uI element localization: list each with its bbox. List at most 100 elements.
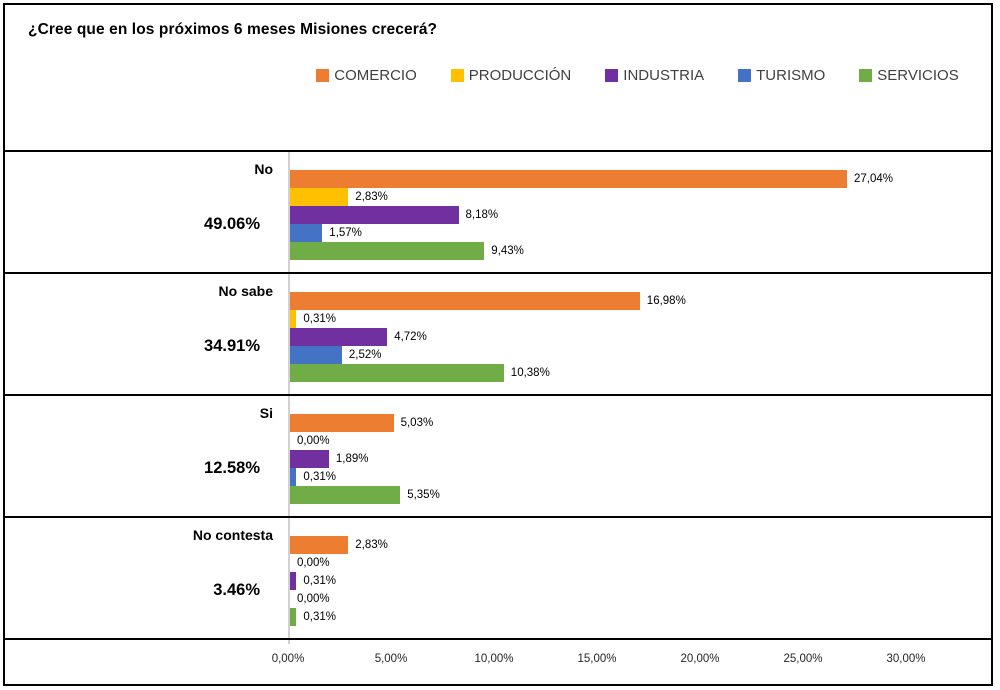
chart-frame: ¿Cree que en los próximos 6 meses Mision… [3, 3, 993, 686]
bar-value-label: 27,04% [854, 173, 894, 185]
bar-row: 1,89% [290, 450, 991, 468]
legend-item: COMERCIO [316, 67, 417, 84]
category-row: Si 12.58% 5,03% 0,00% 1,89% 0,31% 5,35% [5, 394, 991, 516]
bar-value-label: 2,83% [355, 539, 388, 551]
category-total-label: 34.91% [204, 337, 260, 355]
bar-turismo [290, 346, 342, 364]
chart-title: ¿Cree que en los próximos 6 meses Mision… [28, 21, 438, 38]
bar-value-label: 1,89% [335, 453, 369, 465]
chart-header: ¿Cree que en los próximos 6 meses Mision… [5, 5, 991, 150]
category-labels: No 49.06% [5, 152, 288, 272]
category-total-label: 12.58% [204, 459, 260, 477]
bar-industria [290, 572, 297, 590]
bar-value-label: 0,31% [303, 611, 336, 623]
category-total-wrap: 3.46% [5, 543, 288, 638]
legend-label: PRODUCCIÓN [468, 67, 572, 84]
bar-value-label: 0,31% [303, 471, 336, 483]
bar-industria [290, 206, 459, 224]
bar-row: 2,83% [290, 536, 991, 554]
bar-row: 9,43% [290, 242, 991, 260]
bar-row: 2,52% [290, 346, 991, 364]
legend-item: INDUSTRIA [605, 67, 704, 84]
bar-value-label: 0,00% [297, 557, 330, 569]
bar-row: 5,35% [290, 486, 991, 504]
legend-item: PRODUCCIÓN [450, 67, 572, 84]
category-label: No [254, 161, 273, 177]
category-total-label: 3.46% [213, 581, 260, 599]
x-axis-tick-label: 15,00% [577, 653, 617, 665]
plot-area: 27,04% 2,83% 8,18% 1,57% 9,43% [288, 152, 991, 272]
bar-comercio [290, 536, 349, 554]
bar-turismo [290, 468, 297, 486]
bar-comercio [290, 292, 640, 310]
bar-value-label: 0,31% [303, 313, 336, 325]
bar-row: 4,72% [290, 328, 991, 346]
legend-swatch-servicios [859, 69, 873, 82]
bar-row: 0,00% [290, 590, 991, 608]
bar-value-label: 1,57% [329, 227, 362, 239]
x-axis-tick-label: 20,00% [680, 653, 720, 665]
bar-comercio [290, 170, 847, 188]
x-axis-tick-label: 25,00% [783, 653, 823, 665]
legend-swatch-comercio [316, 69, 330, 82]
bar-turismo [290, 224, 323, 242]
bar-comercio [290, 414, 394, 432]
category-label: No sabe [218, 283, 273, 299]
bar-row: 0,31% [290, 310, 991, 328]
legend-label: COMERCIO [334, 67, 417, 84]
bar-row: 0,31% [290, 608, 991, 626]
bar-row: 0,00% [290, 432, 991, 450]
bar-producción [290, 310, 297, 328]
category-label: Si [259, 405, 273, 421]
bar-row: 1,57% [290, 224, 991, 242]
legend-label: INDUSTRIA [623, 67, 705, 84]
legend-swatch-industria [605, 69, 619, 82]
bar-value-label: 4,72% [394, 331, 427, 343]
bar-servicios [290, 364, 504, 382]
bar-industria [290, 328, 388, 346]
category-row: No 49.06% 27,04% 2,83% 8,18% 1,57% 9,43% [5, 150, 991, 272]
bar-servicios [290, 242, 485, 260]
category-total-wrap: 49.06% [5, 177, 288, 272]
legend-swatch-turismo [738, 69, 752, 82]
category-labels: No sabe 34.91% [5, 274, 288, 394]
plot-area: 2,83% 0,00% 0,31% 0,00% 0,31% [288, 518, 991, 638]
bar-row: 27,04% [290, 170, 991, 188]
x-axis-tick-label: 0,00% [271, 653, 305, 665]
bar-value-label: 0,31% [303, 575, 336, 587]
x-axis-tick-label: 5,00% [374, 653, 408, 665]
legend-item: SERVICIOS [859, 67, 959, 84]
category-labels: Si 12.58% [5, 396, 288, 516]
plot-area: 5,03% 0,00% 1,89% 0,31% 5,35% [288, 396, 991, 516]
bar-row: 8,18% [290, 206, 991, 224]
bar-value-label: 16,98% [646, 295, 686, 307]
category-total-label: 49.06% [204, 215, 260, 233]
category-total-wrap: 12.58% [5, 421, 288, 516]
bar-value-label: 0,00% [297, 593, 330, 605]
legend-swatch-producción [450, 69, 464, 82]
bar-row: 0,00% [290, 554, 991, 572]
category-total-wrap: 34.91% [5, 299, 288, 394]
bar-value-label: 5,35% [407, 489, 440, 501]
x-axis-tick-label: 30,00% [886, 653, 926, 665]
x-axis-tick-label: 10,00% [474, 653, 514, 665]
bar-industria [290, 450, 329, 468]
bar-row: 0,31% [290, 572, 991, 590]
category-row: No contesta 3.46% 2,83% 0,00% 0,31% 0,00% 0,31… [5, 516, 991, 638]
bar-producción [290, 188, 349, 206]
bar-row: 2,83% [290, 188, 991, 206]
bar-row: 5,03% [290, 414, 991, 432]
legend-item: TURISMO [738, 67, 825, 84]
chart-legend: COMERCIO PRODUCCIÓN INDUSTRIA TURISMO SERVIC… [288, 67, 987, 84]
category-labels: No contesta 3.46% [5, 518, 288, 638]
bar-value-label: 10,38% [510, 367, 550, 379]
bar-value-label: 2,52% [348, 349, 382, 361]
bar-servicios [290, 486, 401, 504]
bar-row: 16,98% [290, 292, 991, 310]
x-axis: 0,00% 5,00% 10,00% 15,00% 20,00% 25,00% 30,00% [5, 638, 991, 682]
axis-tick-mark [288, 640, 290, 644]
legend-label: TURISMO [756, 67, 826, 84]
category-row: No sabe 34.91% 16,98% 0,31% 4,72% 2,52% 10,38% [5, 272, 991, 394]
bar-servicios [290, 608, 297, 626]
plot-area: 16,98% 0,31% 4,72% 2,52% 10,38% [288, 274, 991, 394]
